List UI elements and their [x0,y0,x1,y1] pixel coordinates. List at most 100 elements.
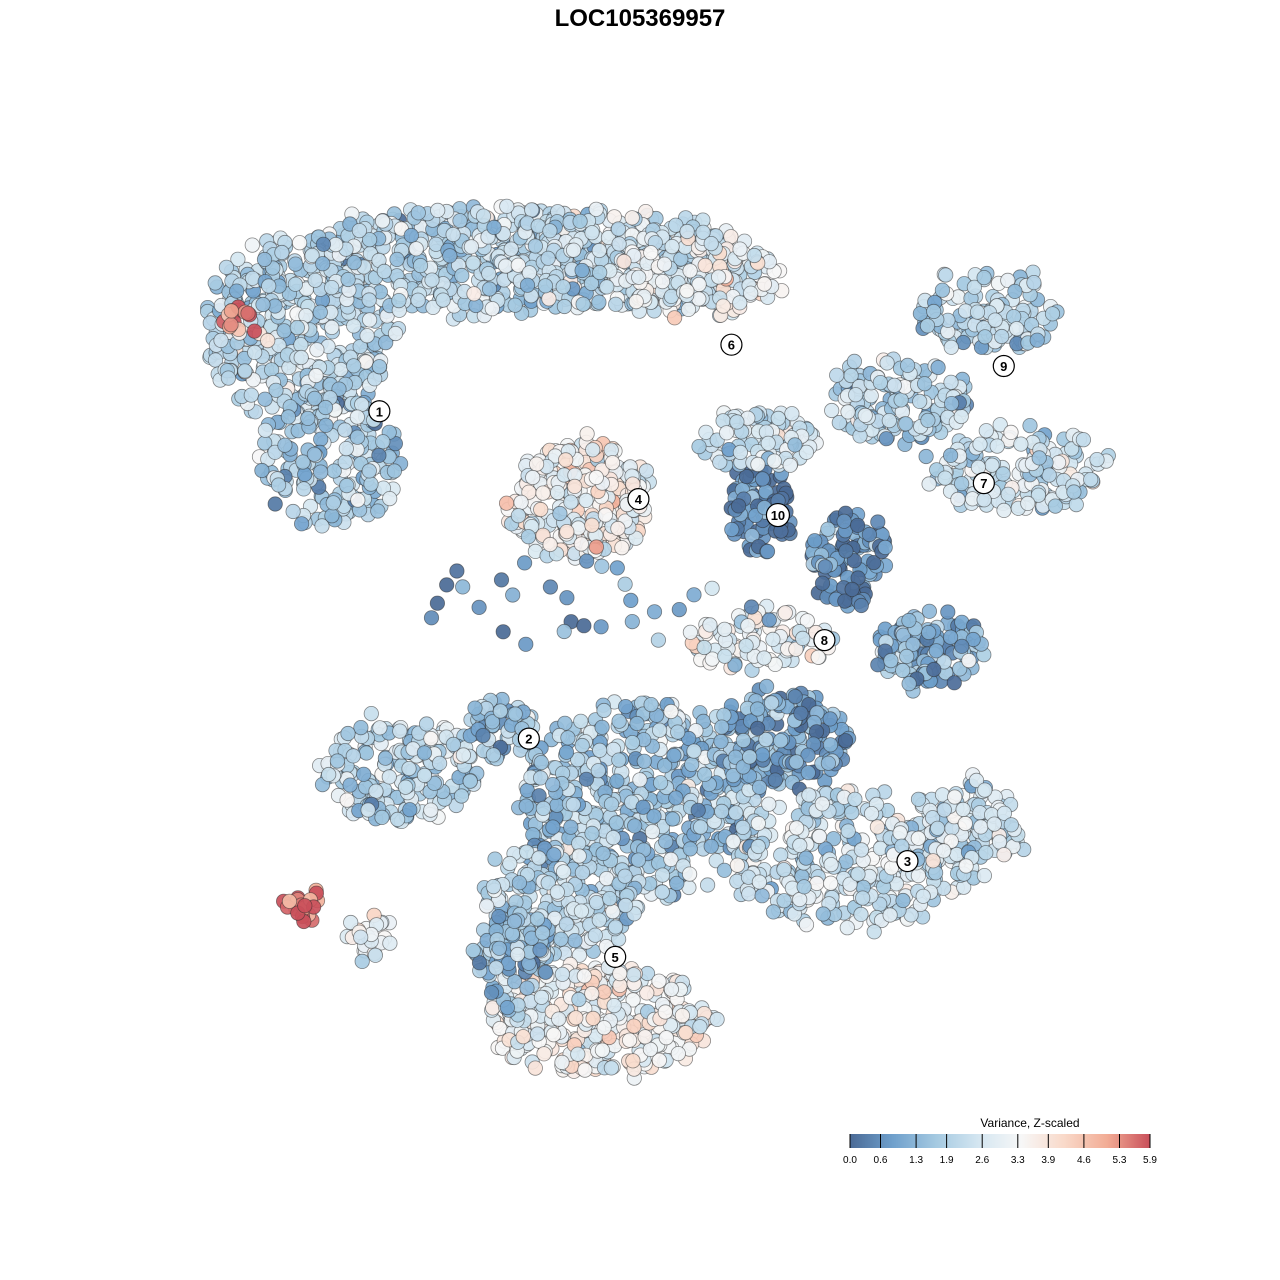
cell-point [846,353,863,369]
cell-point [350,492,366,508]
cell-point [518,798,534,814]
cell-point [696,639,712,656]
cell-point [750,838,766,855]
cell-point [784,406,800,422]
cell-point [585,1010,601,1027]
cell-point [870,657,886,673]
cell-point [392,723,408,739]
cell-point [703,236,719,252]
cell-point [679,283,695,299]
cell-point [717,648,733,664]
cell-point [751,779,768,795]
cell-point [853,842,870,858]
cell-point [558,916,575,932]
cell-point [955,801,971,818]
cell-point [243,387,259,403]
cell-point [587,927,603,943]
cell-point [488,960,504,976]
cell-point [274,244,290,261]
cell-point [588,539,605,555]
cell-point [567,932,583,949]
cell-point [506,913,523,930]
cell-point [899,648,915,665]
cell-point [467,700,483,716]
cell-point [549,484,566,501]
cell-point [571,991,587,1008]
cell-point [361,463,377,479]
cell-point [995,466,1011,482]
cell-point [361,312,378,328]
cell-point [287,276,303,292]
cell-point [558,744,575,760]
cell-point [919,318,936,334]
cell-point [481,265,497,282]
cell-point [387,325,404,342]
cell-point [886,377,903,393]
cell-point [397,779,414,795]
cell-point [584,825,600,842]
cell-point [729,414,745,430]
cell-point [361,292,377,308]
cell-point [624,613,640,630]
cell-point [937,470,953,486]
cell-point [814,575,831,591]
cell-point [338,440,354,457]
cell-point [591,294,607,310]
cell-point [255,296,271,313]
cell-point [370,503,386,519]
cell-point [756,276,773,292]
cell-point [770,410,786,426]
cell-point [1041,467,1057,483]
cell-point [261,278,277,294]
cell-point [853,906,869,923]
cell-point [270,477,287,493]
cell-point [751,874,768,890]
cell-point [381,769,397,785]
cell-point [471,599,487,616]
cell-point [346,255,362,271]
cell-point [549,884,565,900]
cell-point [829,367,845,383]
cell-point [518,636,534,652]
cell-point [610,221,627,237]
cell-point [556,298,573,315]
cell-point [485,878,501,895]
cell-point [877,539,893,556]
cell-point [692,1019,708,1035]
cell-point [611,713,627,729]
cell-point [820,755,837,771]
cell-point [1000,486,1016,502]
cell-point [898,416,914,432]
cell-point [976,867,993,884]
cell-point [223,317,239,333]
cell-point [725,833,741,850]
cell-point [866,924,882,940]
cell-point [578,771,595,787]
cell-point [840,823,856,839]
cell-point [542,536,558,553]
cell-point [1044,306,1061,322]
cell-point [424,272,440,288]
cell-point [563,494,579,510]
cell-point [466,286,482,302]
cell-point [637,1029,653,1045]
cell-point [324,508,340,524]
cell-point [368,783,384,799]
cell-point [549,797,565,813]
cell-point [507,706,523,722]
cell-point [546,847,562,863]
cell-point [535,800,552,817]
cell-point [452,213,468,229]
cell-point [389,811,406,828]
cell-point [635,799,651,815]
cell-point [324,319,340,335]
cell-point [574,262,590,279]
cell-point [738,638,754,654]
cell-point [976,269,992,286]
cell-point [520,529,537,545]
cell-point [603,442,619,458]
cell-point [321,766,337,783]
cell-point [519,277,536,293]
cell-point [531,788,547,804]
cell-point [654,867,671,883]
